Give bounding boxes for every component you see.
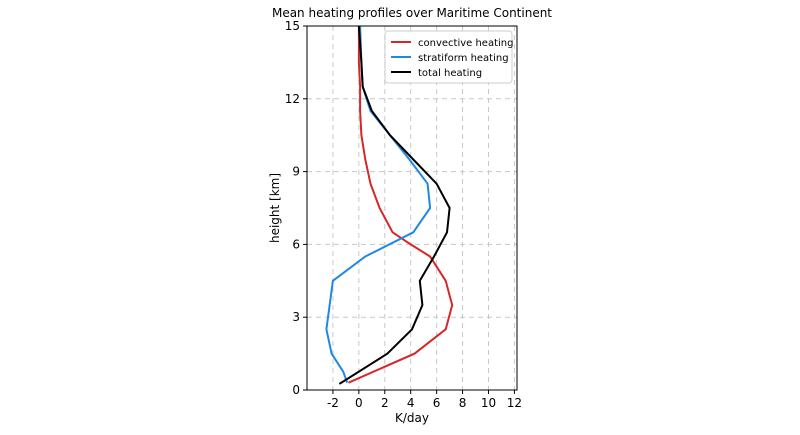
x-tick-label: 2 xyxy=(381,396,389,410)
legend-label: convective heating xyxy=(418,38,513,49)
x-tick-label: 10 xyxy=(481,396,496,410)
legend-box xyxy=(384,30,513,84)
legend-label: total heating xyxy=(418,68,482,79)
x-tick-label: 4 xyxy=(407,396,415,410)
series-line xyxy=(338,25,451,385)
legend-label: stratiform heating xyxy=(418,53,509,64)
x-tick-label: 12 xyxy=(507,396,522,410)
x-axis-label: K/day xyxy=(395,411,429,425)
y-tick-label: 15 xyxy=(285,19,300,33)
y-tick-label: 12 xyxy=(285,92,300,106)
y-tick-label: 9 xyxy=(292,165,300,179)
y-tick-label: 6 xyxy=(292,237,300,251)
plot-frame xyxy=(306,25,518,391)
x-tick-label: 0 xyxy=(355,396,363,410)
series-line xyxy=(348,26,454,384)
x-tick-label: -2 xyxy=(327,396,339,410)
y-axis-label: height [km] xyxy=(268,173,282,243)
x-tick-label: 8 xyxy=(459,396,467,410)
x-tick-label: 6 xyxy=(433,396,441,410)
chart-title: Mean heating profiles over Maritime Cont… xyxy=(272,6,552,20)
y-tick-label: 0 xyxy=(292,383,300,397)
y-tick-label: 3 xyxy=(292,310,300,324)
